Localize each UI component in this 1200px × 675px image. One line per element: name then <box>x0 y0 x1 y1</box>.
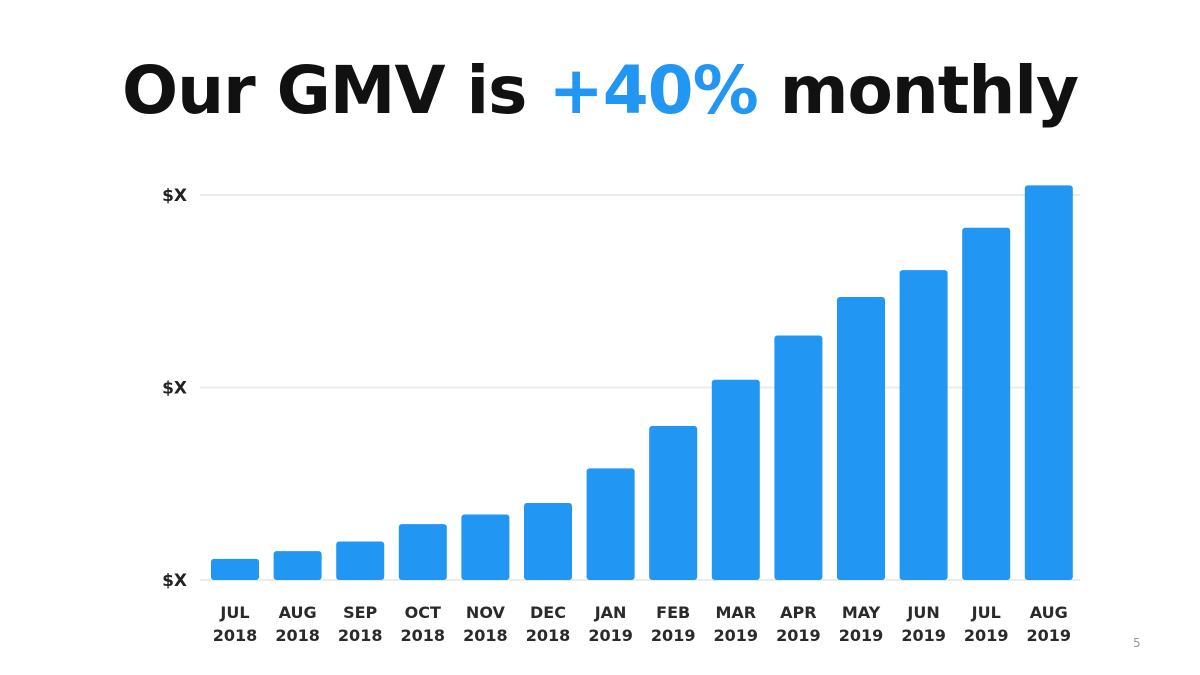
gridlines <box>200 194 1080 581</box>
x-tick-year: 2019 <box>776 626 821 645</box>
x-tick-year: 2018 <box>213 626 258 645</box>
bar <box>524 503 572 580</box>
x-tick-year: 2019 <box>964 626 1009 645</box>
x-tick-month: MAY <box>842 603 881 622</box>
x-tick-month: JUL <box>219 603 249 622</box>
x-tick-year: 2019 <box>901 626 946 645</box>
x-tick-year: 2019 <box>714 626 759 645</box>
x-tick-year: 2018 <box>275 626 320 645</box>
x-tick-month: NOV <box>466 603 506 622</box>
bar <box>899 270 948 580</box>
bar <box>1024 185 1073 580</box>
bar <box>273 551 322 580</box>
bar <box>586 468 635 580</box>
x-tick-month: DEC <box>530 603 566 622</box>
x-tick-year: 2019 <box>588 626 633 645</box>
bar <box>398 524 447 580</box>
bar <box>774 335 823 580</box>
x-tick-month: AUG <box>1030 603 1068 622</box>
title-prefix: Our GMV is <box>122 52 549 129</box>
x-tick-month: APR <box>780 603 816 622</box>
x-tick-year: 2019 <box>839 626 884 645</box>
bar <box>837 297 885 580</box>
x-tick-month: FEB <box>656 603 690 622</box>
bar <box>711 379 760 580</box>
y-tick-label: $X <box>162 379 187 399</box>
page-number: 5 <box>1133 636 1141 650</box>
y-tick-label: $X <box>162 571 187 591</box>
bar <box>211 558 259 580</box>
x-tick-year: 2018 <box>401 626 446 645</box>
x-tick-month: OCT <box>405 603 441 622</box>
x-tick-month: JUN <box>906 603 939 622</box>
x-tick-month: SEP <box>343 603 377 622</box>
slide-title: Our GMV is +40% monthly <box>0 48 1200 134</box>
bar <box>649 426 698 580</box>
bar <box>962 227 1011 580</box>
bar <box>336 541 385 580</box>
x-tick-year: 2019 <box>651 626 696 645</box>
title-accent: +40% <box>548 52 758 129</box>
x-tick-year: 2018 <box>338 626 383 645</box>
y-tick-label: $X <box>162 186 187 206</box>
x-tick-month: MAR <box>715 603 756 622</box>
bars <box>211 185 1073 580</box>
x-axis-ticks: JUL 2018 AUG 2018 SEP 2018 OCT 2018 NOV 2018 DEC 20… <box>213 603 1071 645</box>
x-tick-month: AUG <box>279 603 317 622</box>
x-tick-month: JAN <box>594 603 627 622</box>
x-tick-month: JUL <box>971 603 1001 622</box>
bar <box>461 514 510 580</box>
y-axis-ticks: $X $X $X <box>162 186 187 591</box>
x-tick-year: 2018 <box>463 626 508 645</box>
x-tick-year: 2019 <box>1027 626 1072 645</box>
x-tick-year: 2018 <box>526 626 571 645</box>
title-suffix: monthly <box>757 52 1079 129</box>
